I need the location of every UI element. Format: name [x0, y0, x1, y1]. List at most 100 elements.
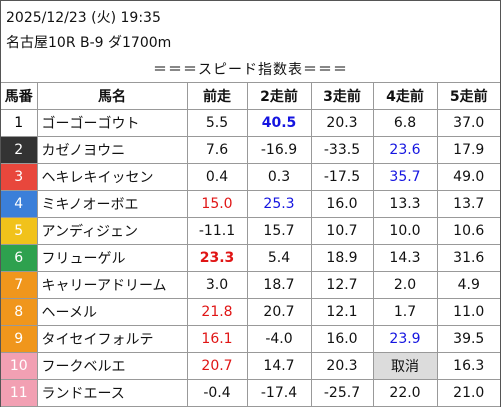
speed-index: 23.3 [186, 244, 248, 272]
speed-index: 10.7 [310, 217, 374, 245]
speed-index: 取消 [372, 352, 438, 380]
speed-index: 13.7 [436, 190, 500, 218]
speed-index: -4.0 [246, 325, 312, 353]
table-row: 8 ヘーメル 21.8 20.7 12.1 1.7 11.0 [1, 298, 500, 326]
speed-index: 14.7 [246, 352, 312, 380]
horse-number: 2 [1, 136, 38, 164]
speed-index: 11.0 [436, 298, 500, 326]
speed-index: 16.0 [310, 190, 374, 218]
speed-index: 12.1 [310, 298, 374, 326]
table-row: 9 タイセイフォルテ 16.1 -4.0 16.0 23.9 39.5 [1, 325, 500, 353]
horse-number: 1 [1, 109, 38, 137]
horse-name: カゼノヨウニ [36, 136, 188, 164]
horse-name: アンディジェン [36, 217, 188, 245]
speed-index: 14.3 [372, 244, 438, 272]
speed-index: -16.9 [246, 136, 312, 164]
table-row: 6 フリューゲル 23.3 5.4 18.9 14.3 31.6 [1, 244, 500, 272]
table-row: 7 キャリーアドリーム 3.0 18.7 12.7 2.0 4.9 [1, 271, 500, 299]
horse-name: フリューゲル [36, 244, 188, 272]
speed-index: 6.8 [372, 109, 438, 137]
column-header: 2走前 [246, 82, 312, 110]
column-header: 4走前 [372, 82, 438, 110]
horse-number: 8 [1, 298, 38, 326]
horse-name: ミキノオーボエ [36, 190, 188, 218]
race-info: 名古屋10R B-9 ダ1700m [6, 35, 172, 51]
speed-table: 馬番 馬名 前走 2走前 3走前 4走前 5走前 1 ゴーゴーゴウト 5.5 40.5 20.3 6.… [1, 82, 500, 407]
horse-number: 3 [1, 163, 38, 191]
horse-number: 11 [1, 379, 38, 407]
speed-index: 16.0 [310, 325, 374, 353]
horse-name: ランドエース [36, 379, 188, 407]
speed-index: 17.9 [436, 136, 500, 164]
horse-number: 4 [1, 190, 38, 218]
speed-index: 7.6 [186, 136, 248, 164]
speed-index: 10.0 [372, 217, 438, 245]
speed-index: 20.7 [186, 352, 248, 380]
speed-index: 15.0 [186, 190, 248, 218]
speed-index: 37.0 [436, 109, 500, 137]
table-row: 11 ランドエース -0.4 -17.4 -25.7 22.0 21.0 [1, 379, 500, 407]
speed-index: 31.6 [436, 244, 500, 272]
column-header: 馬番 [1, 82, 38, 110]
speed-index: 39.5 [436, 325, 500, 353]
speed-index: 13.3 [372, 190, 438, 218]
speed-index: 49.0 [436, 163, 500, 191]
speed-index: 10.6 [436, 217, 500, 245]
horse-name: ヘキレキイッセン [36, 163, 188, 191]
speed-index: 20.3 [310, 352, 374, 380]
speed-index: 25.3 [246, 190, 312, 218]
table-row: 5 アンディジェン -11.1 15.7 10.7 10.0 10.6 [1, 217, 500, 245]
column-header: 前走 [186, 82, 248, 110]
horse-number: 6 [1, 244, 38, 272]
speed-index: 5.5 [186, 109, 248, 137]
horse-name: ヘーメル [36, 298, 188, 326]
speed-index: 23.6 [372, 136, 438, 164]
column-header: 3走前 [310, 82, 374, 110]
speed-index: 15.7 [246, 217, 312, 245]
speed-index: 0.4 [186, 163, 248, 191]
table-title: ＝＝＝スピード指数表＝＝＝ [153, 62, 348, 78]
speed-index: 4.9 [436, 271, 500, 299]
table-row: 1 ゴーゴーゴウト 5.5 40.5 20.3 6.8 37.0 [1, 109, 500, 137]
table-row: 10 フークベルエ 20.7 14.7 20.3 取消 16.3 [1, 352, 500, 380]
speed-index: 16.1 [186, 325, 248, 353]
speed-index: 1.7 [372, 298, 438, 326]
speed-index: -17.5 [310, 163, 374, 191]
table-row: 4 ミキノオーボエ 15.0 25.3 16.0 13.3 13.7 [1, 190, 500, 218]
speed-index: -11.1 [186, 217, 248, 245]
speed-index: 21.0 [436, 379, 500, 407]
horse-number: 5 [1, 217, 38, 245]
speed-index: 18.9 [310, 244, 374, 272]
speed-index: -17.4 [246, 379, 312, 407]
table-row: 3 ヘキレキイッセン 0.4 0.3 -17.5 35.7 49.0 [1, 163, 500, 191]
speed-index: 40.5 [246, 109, 312, 137]
speed-index: 35.7 [372, 163, 438, 191]
speed-index: 5.4 [246, 244, 312, 272]
speed-index: 22.0 [372, 379, 438, 407]
speed-index: 3.0 [186, 271, 248, 299]
speed-index: 18.7 [246, 271, 312, 299]
speed-index: -25.7 [310, 379, 374, 407]
speed-index: 21.8 [186, 298, 248, 326]
speed-index: 20.3 [310, 109, 374, 137]
column-header: 5走前 [436, 82, 500, 110]
speed-index: 2.0 [372, 271, 438, 299]
horse-name: タイセイフォルテ [36, 325, 188, 353]
horse-name: ゴーゴーゴウト [36, 109, 188, 137]
datetime: 2025/12/23 (火) 19:35 [6, 10, 161, 26]
speed-index: 20.7 [246, 298, 312, 326]
horse-name: キャリーアドリーム [36, 271, 188, 299]
header-row: 馬番 馬名 前走 2走前 3走前 4走前 5走前 [1, 82, 500, 110]
speed-index: 0.3 [246, 163, 312, 191]
speed-index: 23.9 [372, 325, 438, 353]
speed-index: 16.3 [436, 352, 500, 380]
column-header: 馬名 [36, 82, 188, 110]
table-row: 2 カゼノヨウニ 7.6 -16.9 -33.5 23.6 17.9 [1, 136, 500, 164]
horse-number: 7 [1, 271, 38, 299]
horse-number: 9 [1, 325, 38, 353]
speed-index: 12.7 [310, 271, 374, 299]
speed-index: -0.4 [186, 379, 248, 407]
horse-number: 10 [1, 352, 38, 380]
horse-name: フークベルエ [36, 352, 188, 380]
